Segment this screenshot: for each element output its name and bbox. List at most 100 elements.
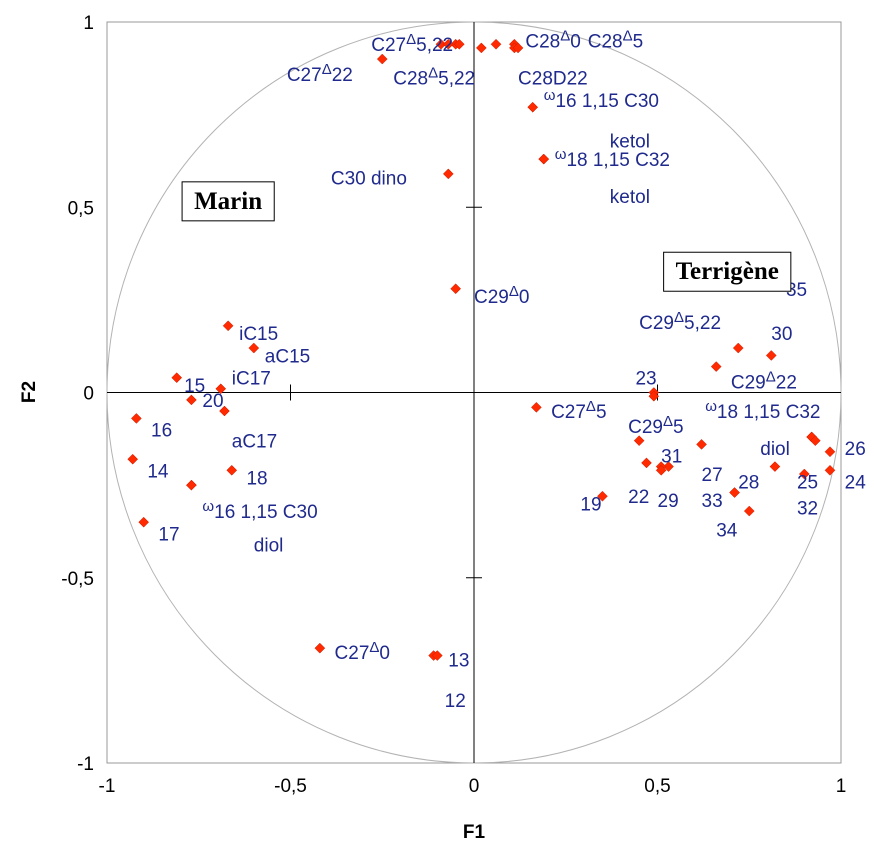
y-tick-labels: 1 0,5 0 -0,5 -1 bbox=[61, 13, 94, 775]
point-label: iC17 bbox=[232, 369, 271, 390]
point-label: C29Δ5 bbox=[628, 413, 683, 438]
point-label: 12 bbox=[445, 691, 466, 712]
data-point bbox=[314, 642, 326, 654]
x-tick-label: -1 bbox=[99, 776, 116, 797]
point-label: 14 bbox=[147, 461, 169, 482]
group-label-box: Terrigène bbox=[663, 251, 792, 292]
data-point bbox=[442, 38, 454, 50]
group-label: Terrigène bbox=[676, 258, 779, 285]
data-point bbox=[765, 350, 777, 361]
point-label: aC15 bbox=[265, 346, 310, 367]
point-label: ketol bbox=[610, 187, 650, 208]
data-point bbox=[215, 383, 227, 395]
point-label: 20 bbox=[202, 391, 223, 412]
data-point bbox=[453, 38, 465, 50]
point-label: C27Δ5,22 bbox=[371, 31, 453, 56]
point-label: diol bbox=[760, 439, 790, 460]
point-label: diol bbox=[254, 535, 284, 556]
data-point bbox=[171, 372, 183, 384]
group-label-box: Marin bbox=[181, 181, 275, 222]
point-label: C29Δ0 bbox=[474, 283, 529, 308]
y-axis-title: F2 bbox=[19, 381, 40, 403]
point-label: 17 bbox=[158, 524, 179, 545]
data-point bbox=[127, 453, 139, 465]
y-tick-label: -1 bbox=[77, 754, 94, 775]
data-point bbox=[219, 405, 230, 417]
point-label: 27 bbox=[702, 465, 723, 486]
point-label: C28D22 bbox=[518, 69, 588, 90]
point-label: 25 bbox=[797, 472, 818, 493]
data-point bbox=[531, 401, 542, 413]
x-tick-labels: -1 -0,5 0 0,5 1 bbox=[99, 776, 847, 797]
y-tick-label: -0,5 bbox=[61, 569, 94, 590]
data-point bbox=[138, 516, 150, 528]
point-label: 18 bbox=[246, 469, 267, 490]
point-label: C27Δ0 bbox=[335, 639, 390, 664]
data-point bbox=[641, 457, 652, 469]
point-label: C29Δ5,22 bbox=[639, 309, 721, 334]
data-point bbox=[597, 490, 608, 502]
point-label: 19 bbox=[580, 495, 601, 516]
point-label: 31 bbox=[661, 446, 682, 467]
point-label: ω18 1,15 C32 bbox=[555, 146, 670, 171]
data-point bbox=[376, 53, 388, 65]
point-label: 29 bbox=[658, 491, 679, 512]
data-point bbox=[809, 435, 821, 447]
data-point bbox=[538, 153, 550, 165]
group-boxes: Marin Terrigène bbox=[181, 181, 792, 292]
point-label: C28Δ5,22 bbox=[393, 65, 475, 90]
group-label-frame bbox=[181, 181, 275, 222]
point-label: C27Δ22 bbox=[287, 61, 353, 86]
data-point bbox=[131, 413, 142, 424]
point-label: 13 bbox=[448, 650, 469, 671]
point-label: 32 bbox=[797, 498, 818, 519]
point-label: C28Δ5 bbox=[588, 28, 643, 53]
point-label: 23 bbox=[635, 369, 656, 390]
x-tick-label: 0,5 bbox=[644, 776, 670, 797]
point-label: 33 bbox=[702, 491, 723, 512]
point-label: 16 bbox=[151, 421, 172, 442]
x-tick-label: 0 bbox=[469, 776, 480, 797]
data-point bbox=[475, 42, 487, 54]
point-label: 22 bbox=[628, 487, 649, 508]
point-label: 30 bbox=[771, 324, 792, 345]
point-label: C27Δ5 bbox=[551, 398, 606, 423]
point-label: 15 bbox=[184, 376, 205, 397]
data-point bbox=[655, 464, 667, 476]
data-point bbox=[186, 479, 197, 491]
data-point bbox=[633, 435, 645, 447]
data-point bbox=[729, 487, 740, 498]
point-label: aC17 bbox=[232, 432, 277, 453]
data-point bbox=[798, 468, 810, 480]
data-point bbox=[431, 650, 443, 661]
data-point bbox=[824, 446, 836, 458]
data-point bbox=[435, 38, 447, 50]
point-label: 34 bbox=[716, 521, 738, 542]
data-point bbox=[512, 42, 524, 54]
point-label: C30 dino bbox=[331, 169, 407, 190]
point-label: 28 bbox=[738, 472, 759, 493]
data-point bbox=[450, 283, 462, 295]
data-point bbox=[442, 168, 454, 180]
data-point bbox=[663, 461, 674, 472]
y-tick-label: 1 bbox=[83, 13, 94, 34]
point-label: ω16 1,15 C30 bbox=[202, 498, 317, 523]
x-tick-label: -0,5 bbox=[274, 776, 307, 797]
data-point bbox=[824, 464, 836, 476]
x-tick-label: 1 bbox=[836, 776, 847, 797]
point-label: iC15 bbox=[239, 324, 278, 345]
data-point bbox=[732, 342, 744, 354]
data-point bbox=[490, 38, 502, 50]
data-points bbox=[127, 38, 836, 661]
point-label: C29Δ22 bbox=[731, 368, 797, 393]
point-label: ω16 1,15 C30 bbox=[544, 87, 659, 112]
point-label: ω18 1,15 C32 bbox=[705, 398, 820, 423]
group-label-frame bbox=[663, 251, 792, 292]
data-point bbox=[743, 505, 755, 517]
data-point bbox=[769, 461, 781, 472]
y-tick-label: 0 bbox=[83, 384, 94, 405]
data-point bbox=[648, 390, 660, 402]
data-point bbox=[696, 439, 707, 450]
point-label: 24 bbox=[845, 472, 867, 493]
